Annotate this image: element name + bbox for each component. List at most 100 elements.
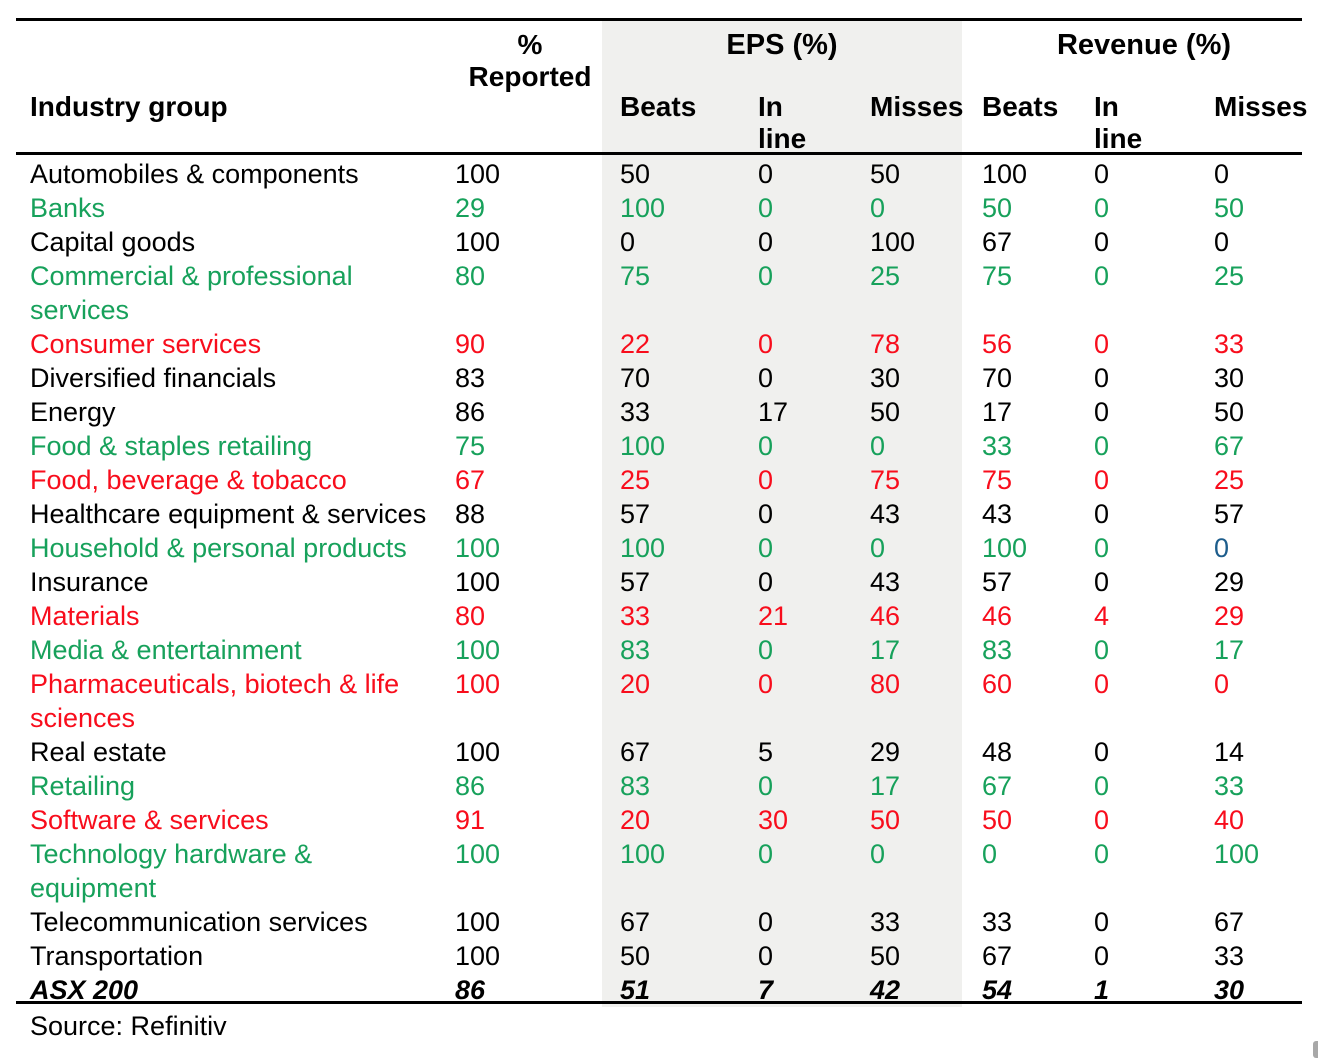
value-cell: 70 [982, 363, 1013, 393]
value-cell: 0 [1094, 771, 1110, 801]
value-cell: 48 [982, 737, 1013, 767]
value-cell: 57 [620, 499, 651, 529]
value-cell: 17 [982, 397, 1013, 427]
value-cell: 100 [455, 839, 501, 869]
value-cell: 50 [982, 805, 1013, 835]
value-cell: 83 [982, 635, 1013, 665]
value-cell: 4 [1094, 601, 1110, 631]
value-cell: 0 [870, 193, 886, 223]
table-row: Transportation 100 50 0 50 67 0 33 [16, 939, 1302, 973]
col-header-rev-misses: Misses [1214, 91, 1308, 122]
table-row: Automobiles & components 100 50 0 50 100 0 0 [16, 157, 1302, 191]
value-cell: 46 [982, 601, 1013, 631]
table-row: Materials 80 33 21 46 46 4 29 [16, 599, 1302, 633]
value-cell: 17 [1214, 635, 1245, 665]
industry-name: Insurance [30, 567, 149, 597]
value-cell: 21 [758, 601, 789, 631]
value-cell: 0 [1094, 567, 1110, 597]
value-cell: 33 [1214, 771, 1245, 801]
col-group-revenue: Revenue (%) [1056, 29, 1232, 61]
value-cell: 50 [870, 941, 901, 971]
table-row: ASX 200 86 51 7 42 54 1 30 [16, 973, 1302, 1007]
industry-name: Healthcare equipment & services [30, 499, 427, 529]
value-cell: 42 [870, 975, 901, 1005]
table-row: Pharmaceuticals, biotech & life sciences 1… [16, 667, 1302, 735]
value-cell: 33 [1214, 329, 1245, 359]
industry-name: Automobiles & components [30, 159, 359, 189]
table-row: Energy 86 33 17 50 17 0 50 [16, 395, 1302, 429]
table-row: Healthcare equipment & services 88 57 0 43 43… [16, 497, 1302, 531]
value-cell: 0 [758, 941, 774, 971]
value-cell: 80 [455, 261, 486, 291]
value-cell: 67 [455, 465, 486, 495]
col-header-pct-reported: % Reported [455, 29, 605, 93]
table-row: Diversified financials 83 70 0 30 70 0 30 [16, 361, 1302, 395]
industry-name: Telecommunication services [30, 907, 368, 937]
value-cell: 67 [982, 771, 1013, 801]
pct-reported-line1: % [517, 29, 543, 60]
value-cell: 100 [455, 635, 501, 665]
value-cell: 83 [620, 771, 651, 801]
value-cell: 0 [758, 227, 774, 257]
industry-name: Materials [30, 601, 140, 631]
value-cell: 33 [982, 907, 1013, 937]
value-cell: 0 [1094, 669, 1110, 699]
value-cell: 0 [1094, 363, 1110, 393]
table-row: Capital goods 100 0 0 100 67 0 0 [16, 225, 1302, 259]
value-cell: 67 [620, 907, 651, 937]
value-cell: 33 [1214, 941, 1245, 971]
value-cell: 43 [870, 499, 901, 529]
value-cell: 0 [1094, 499, 1110, 529]
value-cell: 54 [982, 975, 1013, 1005]
value-cell: 78 [870, 329, 901, 359]
value-cell: 100 [455, 669, 501, 699]
value-cell: 75 [620, 261, 651, 291]
table-header: % Reported EPS (%) Revenue (%) Industry … [16, 21, 1307, 155]
value-cell: 0 [1214, 669, 1230, 699]
value-cell: 0 [1094, 465, 1110, 495]
value-cell: 33 [982, 431, 1013, 461]
value-cell: 83 [620, 635, 651, 665]
value-cell: 0 [1094, 431, 1110, 461]
value-cell: 0 [620, 227, 636, 257]
industry-name: Technology hardware & equipment [30, 839, 313, 903]
value-cell: 43 [870, 567, 901, 597]
value-cell: 100 [1214, 839, 1260, 869]
value-cell: 17 [758, 397, 789, 427]
value-cell: 50 [620, 159, 651, 189]
industry-name: Software & services [30, 805, 269, 835]
industry-name: Energy [30, 397, 116, 427]
industry-name: Pharmaceuticals, biotech & life sciences [30, 669, 400, 733]
value-cell: 100 [620, 533, 666, 563]
scrollbar-fragment[interactable] [1313, 1041, 1318, 1058]
table-row: Software & services 91 20 30 50 50 0 40 [16, 803, 1302, 837]
table-row: Retailing 86 83 0 17 67 0 33 [16, 769, 1302, 803]
col-header-industry-group: Industry group [30, 91, 228, 122]
value-cell: 30 [870, 363, 901, 393]
value-cell: 50 [1214, 193, 1245, 223]
pct-reported-line2: Reported [468, 61, 592, 92]
value-cell: 0 [758, 533, 774, 563]
value-cell: 100 [620, 839, 666, 869]
value-cell: 0 [1214, 227, 1230, 257]
col-header-eps-inline: In line [758, 91, 807, 154]
table-row: Consumer services 90 22 0 78 56 0 33 [16, 327, 1302, 361]
value-cell: 70 [620, 363, 651, 393]
value-cell: 25 [1214, 261, 1245, 291]
col-header-eps-misses: Misses [870, 91, 964, 122]
value-cell: 0 [758, 329, 774, 359]
value-cell: 88 [455, 499, 486, 529]
industry-name: Transportation [30, 941, 204, 971]
value-cell: 25 [870, 261, 901, 291]
value-cell: 100 [455, 567, 501, 597]
value-cell: 0 [758, 193, 774, 223]
value-cell: 22 [620, 329, 651, 359]
value-cell: 86 [455, 771, 486, 801]
industry-name: Food, beverage & tobacco [30, 465, 347, 495]
value-cell: 0 [1094, 227, 1110, 257]
value-cell: 5 [758, 737, 774, 767]
value-cell: 100 [455, 907, 501, 937]
value-cell: 0 [758, 669, 774, 699]
value-cell: 20 [620, 669, 651, 699]
value-cell: 100 [870, 227, 916, 257]
